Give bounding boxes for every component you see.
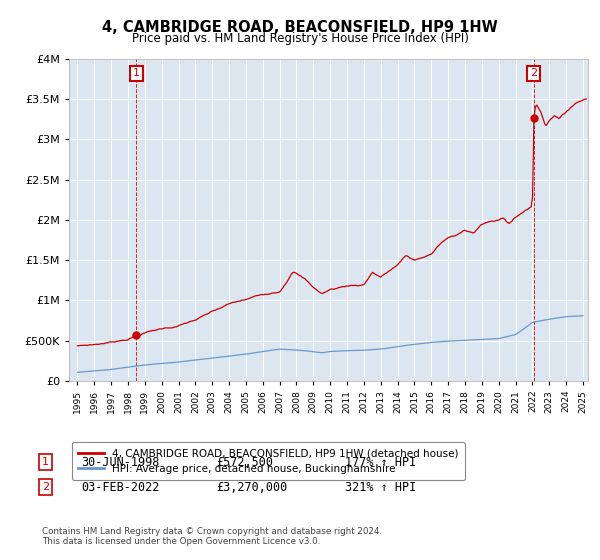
Text: 4, CAMBRIDGE ROAD, BEACONSFIELD, HP9 1HW: 4, CAMBRIDGE ROAD, BEACONSFIELD, HP9 1HW xyxy=(102,20,498,35)
Text: Contains HM Land Registry data © Crown copyright and database right 2024.
This d: Contains HM Land Registry data © Crown c… xyxy=(42,526,382,546)
Text: 321% ↑ HPI: 321% ↑ HPI xyxy=(345,480,416,494)
Text: 177% ↑ HPI: 177% ↑ HPI xyxy=(345,455,416,469)
Text: £572,500: £572,500 xyxy=(216,455,273,469)
Legend: 4, CAMBRIDGE ROAD, BEACONSFIELD, HP9 1HW (detached house), HPI: Average price, d: 4, CAMBRIDGE ROAD, BEACONSFIELD, HP9 1HW… xyxy=(71,442,465,480)
Text: Price paid vs. HM Land Registry's House Price Index (HPI): Price paid vs. HM Land Registry's House … xyxy=(131,32,469,45)
Text: 2: 2 xyxy=(530,68,538,78)
Text: 30-JUN-1998: 30-JUN-1998 xyxy=(81,455,160,469)
Text: £3,270,000: £3,270,000 xyxy=(216,480,287,494)
Text: 2: 2 xyxy=(42,482,49,492)
Text: 1: 1 xyxy=(133,68,140,78)
Text: 1: 1 xyxy=(42,457,49,467)
Text: 03-FEB-2022: 03-FEB-2022 xyxy=(81,480,160,494)
